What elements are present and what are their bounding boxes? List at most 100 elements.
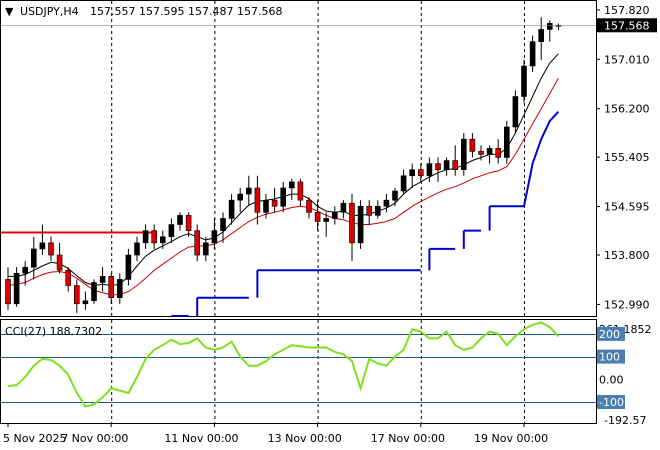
candle[interactable] (142, 224, 149, 249)
candle[interactable] (357, 200, 364, 249)
candle-body[interactable] (340, 202, 347, 213)
candle-body[interactable] (5, 279, 11, 305)
candle[interactable] (48, 236, 54, 262)
candle-body[interactable] (108, 276, 114, 299)
candle[interactable] (452, 145, 459, 176)
candle-body[interactable] (125, 254, 132, 280)
candle[interactable] (503, 120, 510, 164)
candle-body[interactable] (151, 230, 157, 244)
candle-body[interactable] (99, 276, 106, 283)
candle[interactable] (125, 248, 132, 286)
candles[interactable] (5, 17, 562, 313)
candle-body[interactable] (529, 41, 536, 67)
candle-body[interactable] (314, 212, 321, 222)
candle[interactable] (349, 194, 355, 262)
candle[interactable] (443, 157, 450, 176)
candle-body[interactable] (460, 138, 467, 170)
candle-body[interactable] (323, 218, 330, 222)
candle-body[interactable] (56, 254, 63, 271)
candle[interactable] (82, 291, 89, 310)
candle[interactable] (74, 279, 80, 313)
candle[interactable] (30, 236, 37, 280)
candle[interactable] (220, 212, 226, 243)
candle-body[interactable] (426, 163, 433, 177)
candle[interactable] (323, 212, 330, 237)
candle-body[interactable] (203, 242, 209, 256)
candle-body[interactable] (254, 187, 261, 213)
candle-body[interactable] (185, 215, 192, 231)
candle-body[interactable] (194, 230, 200, 256)
candle[interactable] (331, 206, 338, 225)
candle[interactable] (409, 163, 416, 188)
candle-body[interactable] (237, 193, 243, 201)
candle[interactable] (288, 178, 295, 201)
candle-body[interactable] (39, 242, 46, 250)
candle-body[interactable] (297, 181, 304, 201)
candle-body[interactable] (349, 202, 355, 244)
candle-body[interactable] (168, 224, 175, 238)
candle[interactable] (65, 267, 71, 292)
candle-body[interactable] (91, 282, 97, 302)
candle[interactable] (203, 236, 209, 262)
candle[interactable] (99, 267, 106, 292)
candle[interactable] (5, 267, 11, 310)
candle[interactable] (177, 212, 183, 231)
candle[interactable] (263, 194, 269, 219)
candle[interactable] (400, 169, 407, 195)
candle[interactable] (228, 194, 235, 225)
candle[interactable] (306, 197, 312, 219)
candle-body[interactable] (512, 96, 519, 128)
candle[interactable] (495, 139, 502, 164)
candle-body[interactable] (366, 205, 373, 216)
candle-body[interactable] (503, 126, 510, 158)
candle[interactable] (521, 59, 527, 103)
candle-body[interactable] (392, 190, 398, 201)
candle[interactable] (529, 35, 536, 73)
candle[interactable] (512, 90, 519, 134)
chart-menu-triangle-icon[interactable]: ▼ (5, 5, 14, 18)
candle-body[interactable] (117, 279, 123, 299)
candle[interactable] (22, 261, 29, 286)
candle[interactable] (469, 133, 476, 158)
candle[interactable] (271, 187, 278, 213)
candle-body[interactable] (220, 218, 226, 231)
candle-body[interactable] (521, 65, 527, 97)
candle-body[interactable] (74, 285, 80, 305)
candle[interactable] (486, 145, 493, 164)
candle-body[interactable] (452, 160, 459, 170)
candle[interactable] (435, 157, 441, 182)
candle-body[interactable] (409, 169, 416, 177)
candle-body[interactable] (177, 215, 183, 225)
candle[interactable] (478, 145, 484, 161)
candle[interactable] (314, 200, 321, 231)
candle-body[interactable] (374, 205, 381, 216)
candle-body[interactable] (271, 199, 278, 207)
candle-body[interactable] (228, 199, 235, 219)
candle[interactable] (168, 218, 175, 243)
candle-body[interactable] (331, 212, 338, 219)
candle-body[interactable] (443, 160, 450, 170)
candle-body[interactable] (30, 248, 37, 268)
candle[interactable] (366, 200, 373, 225)
candle-body[interactable] (160, 236, 166, 244)
candle[interactable] (39, 224, 46, 256)
candle-body[interactable] (142, 230, 149, 244)
candle[interactable] (246, 175, 252, 207)
candle[interactable] (254, 175, 261, 225)
candle-body[interactable] (22, 266, 29, 274)
candle[interactable] (383, 194, 390, 213)
candle-body[interactable] (246, 187, 252, 195)
candle[interactable] (280, 181, 287, 213)
candle[interactable] (117, 273, 123, 304)
candle[interactable] (160, 230, 166, 249)
candle-body[interactable] (417, 169, 424, 177)
candle-body[interactable] (435, 163, 441, 170)
candle[interactable] (13, 267, 20, 307)
candle[interactable] (151, 224, 157, 249)
candle-body[interactable] (288, 181, 295, 189)
candle[interactable] (108, 273, 114, 304)
candle[interactable] (211, 218, 218, 249)
candle-body[interactable] (495, 148, 502, 158)
candle[interactable] (237, 187, 243, 213)
